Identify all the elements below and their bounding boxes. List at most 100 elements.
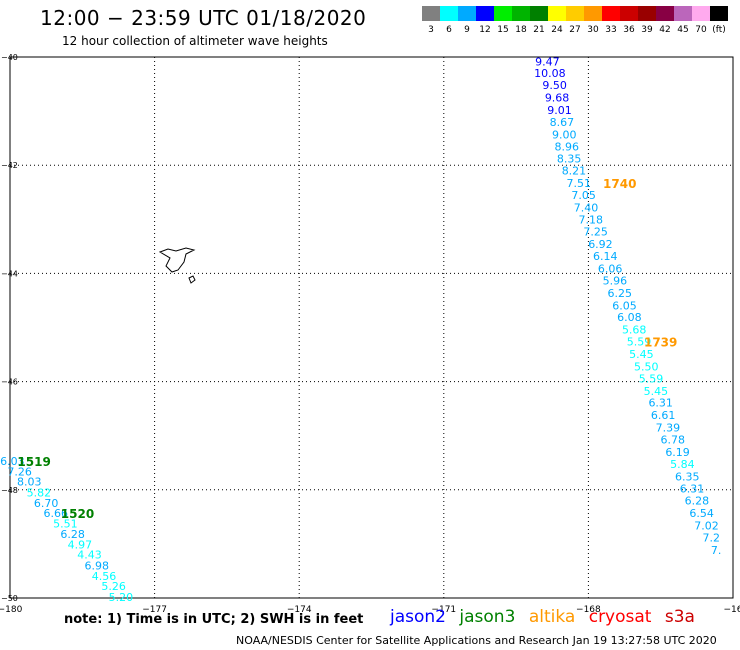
track-time-label: 1739 [644,336,677,350]
y-tick-label: −46 [1,378,18,387]
wave-height-point: 6.31 [680,483,705,496]
track-jason2: 9.4710.089.509.689.018.679.008.968.358.2… [534,55,651,348]
colorbar-label: 36 [623,25,635,35]
wave-height-point: 5.20 [109,591,134,604]
wave-height-point: 9.01 [547,104,572,117]
colorbar-label: 70 [695,25,707,35]
wave-height-point: 9.50 [542,79,567,92]
x-tick-label: −168 [576,605,601,615]
colorbar-label: 3 [428,25,434,35]
wave-height-point: 9.00 [552,128,577,141]
chart-subtitle: 12 hour collection of altimeter wave hei… [62,34,328,48]
wave-height-point: 5.84 [670,458,695,471]
wave-height-point: 6.35 [675,470,700,483]
wave-height-point: 6.70 [34,497,59,510]
wave-height-point: 6.28 [60,528,85,541]
wave-height-point: 8.21 [562,165,587,178]
island-main [158,247,196,273]
wave-height-point: 8.03 [17,476,42,489]
wave-height-point: 6.19 [665,446,690,459]
colorbar-label: 9 [464,25,470,35]
colorbar-swatch [530,6,548,21]
track-jason3: 5.516.284.974.436.984.565.265.20 1520 [53,507,133,604]
legend-cryosat: cryosat [588,607,652,627]
wave-height-point: 6.06 [598,263,623,276]
colorbar-swatch [584,6,602,21]
legend-jason2: jason2 [390,607,446,627]
track-jason2: 5.455.505.595.456.316.617.396.786.195.84… [629,336,721,557]
wave-height-point: 8.67 [550,116,575,129]
track-time-label: 1740 [603,177,636,191]
wave-height-point: 7.2 [703,531,721,544]
colorbar-label: 15 [497,25,508,35]
note-text: note: 1) Time is in UTC; 2) SWH is in fe… [64,612,364,627]
wave-height-point: 6.92 [588,238,613,251]
x-tick-label: −177 [142,605,167,615]
x-tick-label: −174 [287,605,312,615]
wave-height-point: 6.54 [689,507,714,520]
x-tick-label: −171 [431,605,456,615]
colorbar-label: 27 [569,25,580,35]
wave-height-point: 7. [711,544,722,557]
wave-height-point: 8.35 [557,153,582,166]
wave-height-point: 6.03 [0,455,25,468]
colorbar-swatch [656,6,674,21]
track-jason3: 6.037.268.035.826.706.66 1519 [0,455,68,520]
wave-height-point: 7.25 [583,226,608,239]
chart-title: 12:00 − 23:59 UTC 01/18/2020 [40,6,367,30]
y-tick-label: −44 [1,269,18,278]
island-small [188,275,196,284]
colorbar-label: 18 [515,25,527,35]
colorbar-swatch [494,6,512,21]
wave-height-point: 5.59 [627,336,652,349]
colorbar-label: 39 [641,25,653,35]
colorbar-label: 33 [605,25,616,35]
colorbar-label: 24 [551,25,563,35]
colorbar-label: (ft) [712,25,726,35]
x-tick-label: −16 [724,605,740,615]
wave-height-point: 6.28 [685,495,710,508]
y-tick-label: −50 [1,594,18,603]
wave-height-point: 5.59 [639,372,664,385]
footer-credit: NOAA/NESDIS Center for Satellite Applica… [236,634,717,647]
wave-height-point: 5.50 [634,360,659,373]
wave-height-point: 7.02 [694,520,719,533]
colorbar-label: 6 [446,25,452,35]
y-tick-label: −40 [1,53,18,62]
wave-height-point: 7.26 [7,465,32,478]
colorbar-swatch [710,6,728,21]
colorbar-swatch [638,6,656,21]
wave-height-point: 6.66 [44,507,69,520]
legend-jason3: jason3 [459,607,516,627]
colorbar-swatch [674,6,692,21]
colorbar-swatch [458,6,476,21]
wave-height-point: 4.97 [68,538,93,551]
colorbar-swatch [692,6,710,21]
wave-height-point: 6.78 [661,433,686,446]
track-time-label: 1520 [61,507,94,521]
wave-height-point: 7.18 [579,213,604,226]
wave-height-point: 7.39 [656,422,681,435]
colorbar-swatch [422,6,440,21]
track-time-label: 1519 [17,455,50,469]
wave-height-point: 9.68 [545,92,570,105]
wave-height-point: 4.56 [92,570,117,583]
wave-height-point: 6.31 [648,397,673,410]
y-tick-label: −42 [1,161,18,170]
island-outline [158,247,196,284]
colorbar-swatch [512,6,530,21]
wave-height-point: 6.98 [85,560,110,573]
wave-height-point: 5.26 [101,580,126,593]
wave-height-point: 10.08 [534,67,566,80]
wave-height-point: 5.51 [53,517,78,530]
wave-height-point: 5.45 [629,348,654,361]
wave-height-point: 9.47 [535,55,560,68]
wave-height-point: 5.68 [622,324,647,337]
colorbar-label: 42 [659,25,670,35]
satellite-legend: jason2 jason3 altika cryosat s3a [390,607,703,627]
wave-height-point: 6.14 [593,250,618,263]
colorbar-label: 45 [677,25,688,35]
colorbar-label: 21 [533,25,544,35]
wave-height-point: 6.25 [607,287,632,300]
colorbar-swatch [440,6,458,21]
